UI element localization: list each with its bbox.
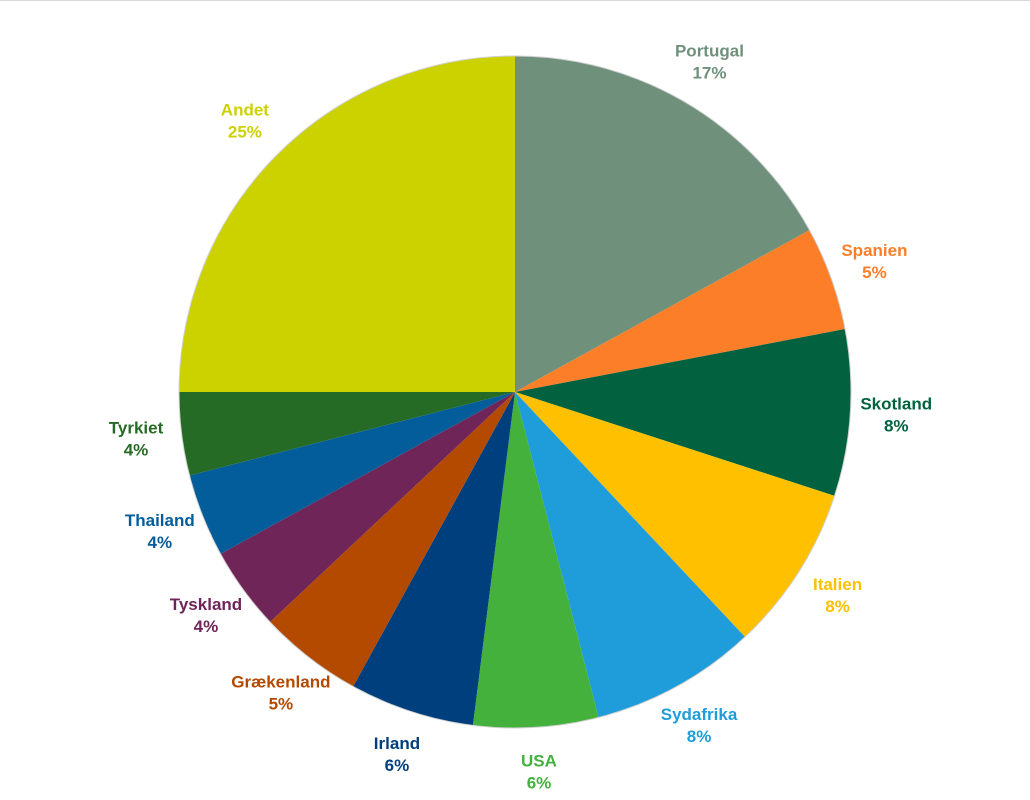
- slice-value-label: 25%: [228, 122, 262, 141]
- pie-slice: [515, 392, 835, 637]
- pie-slice: [270, 392, 515, 687]
- pie-slice: [472, 392, 599, 728]
- slice-label: Irland: [374, 734, 420, 753]
- slice-value-label: 4%: [194, 617, 219, 636]
- slice-label: Italien: [813, 575, 862, 594]
- slice-value-label: 4%: [124, 440, 149, 459]
- slice-label: Tyrkiet: [109, 418, 164, 437]
- pie-slice: [189, 392, 515, 554]
- slice-label: Thailand: [125, 511, 195, 530]
- slice-value-label: 5%: [862, 263, 887, 282]
- slice-label: Portugal: [675, 42, 744, 61]
- pie-slice: [515, 230, 846, 392]
- pie-slice: [353, 392, 515, 726]
- slice-value-label: 4%: [148, 533, 173, 552]
- slice-label: Andet: [221, 100, 270, 119]
- pie-slice: [179, 392, 515, 476]
- slice-value-label: 17%: [692, 64, 726, 83]
- slice-value-label: 8%: [884, 416, 909, 435]
- slice-label: Skotland: [860, 394, 932, 413]
- slice-label: Grækenland: [231, 672, 330, 691]
- pie-slice: [220, 392, 515, 623]
- slice-label: Spanien: [841, 241, 907, 260]
- pie-slice: [515, 329, 852, 496]
- slice-label: Tyskland: [170, 595, 242, 614]
- pie-outline: [178, 55, 852, 729]
- pie-slice: [179, 56, 515, 392]
- pie-slice: [515, 392, 746, 718]
- slice-value-label: 6%: [527, 774, 552, 793]
- slice-value-label: 6%: [385, 756, 410, 775]
- slice-value-label: 8%: [825, 597, 850, 616]
- pie-slice: [515, 56, 810, 392]
- slice-label: Sydafrika: [661, 705, 738, 724]
- slice-value-label: 8%: [687, 727, 712, 746]
- slice-label: USA: [521, 752, 557, 771]
- slice-value-label: 5%: [269, 694, 294, 713]
